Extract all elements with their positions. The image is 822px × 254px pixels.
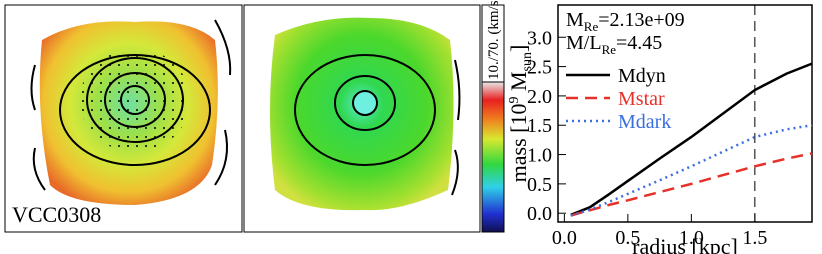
- plot-frame: [557, 4, 813, 223]
- y-tick-label: 2.5: [527, 57, 552, 79]
- series-line: [570, 123, 813, 217]
- annotation-rest: =4.45: [616, 32, 662, 54]
- y-label-sup: 9: [507, 97, 522, 104]
- y-tick-label: 1.5: [527, 115, 552, 137]
- y-label-mid: M: [506, 71, 531, 96]
- x-tick-label: 1.5: [742, 227, 767, 249]
- colorbar-scale: [481, 81, 505, 233]
- legend-label: Mdark: [618, 111, 671, 133]
- annotation: M/LRe=4.45: [566, 32, 662, 57]
- x-tick-label: 0.0: [552, 227, 577, 249]
- series-line: [570, 152, 813, 217]
- legend-label: Mstar: [618, 88, 665, 110]
- x-axis-label: radius [kpc]: [632, 234, 738, 254]
- annotation-main: M/L: [566, 32, 602, 54]
- map-panel-2: [243, 4, 481, 233]
- y-tick-label: 0.5: [527, 174, 552, 196]
- mass-profile-chart: 0.0 0.5 1.0 1.5 0.0 0.5 1.0 1.5 2.0 2.5 3.0 MdynMst…: [506, 4, 813, 254]
- y-tick-label: 3.0: [527, 27, 552, 49]
- annotation-rest: =2.13e+09: [598, 9, 684, 31]
- y-label-sub: sun: [520, 52, 535, 71]
- bin-centres: [80, 48, 190, 152]
- x-tick-label: 0.5: [615, 227, 640, 249]
- annotation: MRe=2.13e+09: [566, 9, 685, 34]
- series-line: [570, 62, 813, 217]
- map-panel-1: VCC0308: [4, 4, 243, 233]
- contours: [30, 19, 232, 191]
- contours: [294, 54, 461, 196]
- y-tick-label: 0.0: [527, 203, 552, 225]
- annotation-sub: Re: [602, 42, 617, 57]
- y-tick-label: 2.0: [527, 86, 552, 108]
- y-axis-label: mass [109 Msun]: [506, 45, 535, 183]
- colorbar-label: 10./70. (km/s): [486, 0, 502, 80]
- colorbar: 10./70. (km/s): [481, 0, 505, 233]
- annotation-sub: Re: [584, 19, 599, 34]
- x-tick-label: 1.0: [679, 227, 704, 249]
- annotation-main: M: [566, 9, 584, 31]
- y-label-text: mass [10: [506, 104, 531, 183]
- galaxy-name: VCC0308: [12, 202, 101, 227]
- y-tick-label: 1.0: [527, 145, 552, 167]
- y-label-end: ]: [506, 45, 531, 52]
- legend-label: Mdyn: [618, 65, 666, 87]
